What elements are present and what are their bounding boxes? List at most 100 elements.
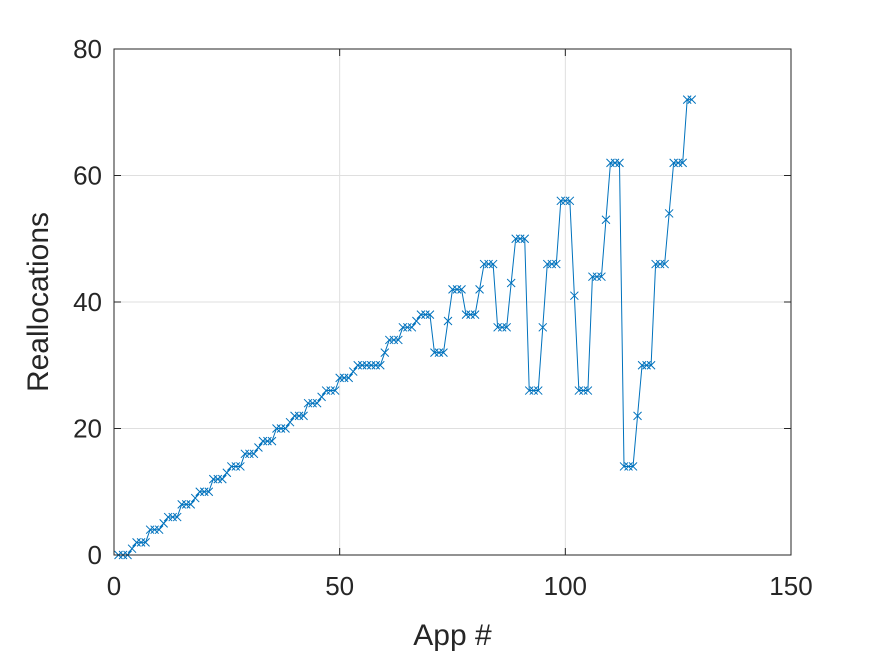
data-point-marker	[222, 468, 232, 478]
data-point-marker	[132, 537, 141, 547]
data-point-marker	[150, 525, 159, 535]
data-point-marker	[524, 386, 534, 395]
data-point-marker	[199, 487, 209, 497]
data-point-marker	[272, 424, 281, 433]
data-point-marker	[484, 259, 493, 269]
data-point-marker	[592, 272, 602, 282]
data-point-marker	[439, 348, 448, 357]
data-point-marker	[371, 360, 381, 370]
data-point-marker	[642, 360, 651, 370]
data-point-marker	[452, 284, 462, 294]
data-point-marker	[560, 196, 570, 206]
data-point-marker	[380, 348, 390, 357]
data-point-marker	[466, 310, 475, 320]
data-point-marker	[678, 158, 688, 168]
data-point-marker	[624, 462, 633, 471]
data-point-marker	[407, 322, 417, 332]
data-point-marker	[682, 95, 692, 104]
data-point-marker	[303, 398, 313, 408]
x-tick-label: 150	[769, 571, 812, 601]
x-tick-label: 50	[325, 571, 354, 601]
data-point-marker	[457, 284, 466, 294]
data-point-marker	[317, 392, 326, 402]
data-point-marker	[565, 196, 575, 206]
data-point-marker	[461, 310, 471, 320]
data-point-marker	[570, 291, 579, 301]
y-tick-label: 0	[88, 540, 102, 570]
data-point-marker	[502, 322, 512, 332]
data-point-marker	[393, 335, 403, 345]
data-point-marker	[443, 316, 453, 326]
data-point-marker	[673, 158, 683, 168]
data-point-marker	[687, 95, 697, 104]
data-point-marker	[195, 487, 205, 497]
data-point-marker	[497, 322, 507, 332]
x-tick-label: 100	[544, 571, 587, 601]
data-point-marker	[348, 367, 358, 376]
data-point-marker	[506, 278, 516, 288]
data-point-marker	[389, 335, 399, 345]
data-point-marker	[615, 158, 624, 168]
data-point-marker	[583, 386, 593, 395]
data-point-marker	[181, 500, 191, 509]
data-point-marker	[403, 322, 412, 332]
data-point-marker	[412, 316, 421, 326]
tick-labels: 0 50 100 150 0 20 40 60 80	[73, 34, 813, 601]
data-point-marker	[159, 519, 169, 528]
data-point-marker	[606, 158, 615, 168]
data-point-marker	[276, 424, 286, 433]
data-point-marker	[236, 462, 245, 471]
data-point-marker	[479, 259, 489, 269]
data-point-marker	[263, 436, 272, 446]
data-point-marker	[290, 411, 299, 421]
data-point-marker	[511, 234, 521, 244]
data-point-marker	[154, 525, 164, 535]
data-point-marker	[646, 360, 656, 370]
data-point-marker	[344, 373, 354, 383]
data-point-marker	[339, 373, 349, 383]
y-tick-label: 40	[73, 287, 102, 317]
data-point-marker	[330, 386, 340, 395]
data-point-marker	[163, 512, 173, 522]
data-point-marker	[425, 310, 435, 320]
data-point-marker	[258, 436, 268, 446]
data-point-marker	[579, 386, 588, 395]
data-point-marker	[281, 424, 290, 433]
data-point-marker	[362, 360, 372, 370]
data-point-marker	[384, 335, 394, 345]
data-point-marker	[168, 512, 178, 522]
data-point-marker	[326, 386, 335, 395]
data-point-marker	[240, 449, 250, 459]
data-point-marker	[655, 259, 665, 269]
data-point-marker	[637, 360, 647, 370]
data-point-marker	[515, 234, 525, 244]
data-point-marker	[421, 310, 430, 320]
data-point-marker	[226, 462, 236, 471]
data-point-marker	[470, 310, 480, 320]
data-point-marker	[177, 500, 187, 509]
data-point-marker	[493, 322, 502, 332]
data-point-marker	[285, 417, 295, 427]
data-point-marker	[542, 259, 552, 269]
data-point-marker	[254, 443, 263, 452]
y-tick-label: 80	[73, 34, 102, 64]
data-point-marker	[213, 474, 223, 484]
y-tick-label: 60	[73, 161, 102, 191]
data-point-marker	[488, 259, 498, 269]
data-point-marker	[574, 386, 584, 395]
data-point-marker	[204, 487, 214, 497]
x-axis-label: App #	[413, 619, 492, 652]
data-point-marker	[669, 158, 679, 168]
data-point-marker	[308, 398, 317, 408]
data-point-marker	[217, 474, 227, 484]
data-point-marker	[628, 462, 638, 471]
data-point-marker	[299, 411, 308, 421]
data-point-marker	[249, 449, 259, 459]
data-point-marker	[520, 234, 530, 244]
data-point-marker	[145, 525, 155, 535]
data-point-marker	[136, 537, 146, 547]
data-point-marker	[660, 259, 669, 269]
data-point-marker	[633, 411, 642, 421]
data-point-marker	[208, 474, 218, 484]
